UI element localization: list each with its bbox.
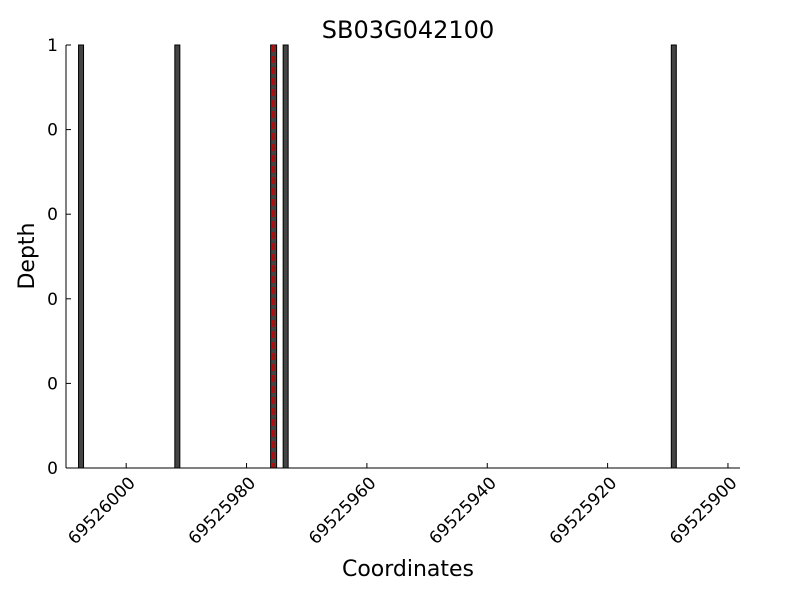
x-tick-label-2: 69525960	[305, 473, 380, 548]
x-tick-label-4: 69525920	[546, 473, 621, 548]
bar-3	[670, 44, 677, 469]
bar-1	[174, 44, 181, 469]
bar-2	[282, 44, 289, 469]
y-axis-label: Depth	[15, 222, 40, 289]
bars-layer	[78, 44, 677, 469]
x-axis-label: Coordinates	[342, 557, 474, 582]
chart-title: SB03G042100	[322, 16, 494, 44]
y-tick-label-4: 0	[47, 121, 58, 141]
axes	[65, 45, 740, 469]
x-tick-label-0: 69526000	[64, 473, 139, 548]
y-tick-label-3: 0	[47, 205, 58, 225]
y-ticks: 0 0 0 0 0 1	[47, 36, 71, 479]
x-tick-label-3: 69525940	[425, 473, 500, 548]
y-tick-label-2: 0	[47, 290, 58, 310]
x-tick-label-5: 69525900	[666, 473, 741, 548]
bar-0	[78, 44, 85, 469]
y-tick-label-5: 1	[47, 36, 58, 56]
x-ticks: 69526000 69525980 69525960 69525940 69525920…	[64, 463, 741, 549]
y-tick-label-1: 0	[47, 374, 58, 394]
x-tick-label-1: 69525980	[185, 473, 260, 548]
y-tick-label-0: 0	[47, 459, 58, 479]
marker-layer	[270, 44, 278, 469]
